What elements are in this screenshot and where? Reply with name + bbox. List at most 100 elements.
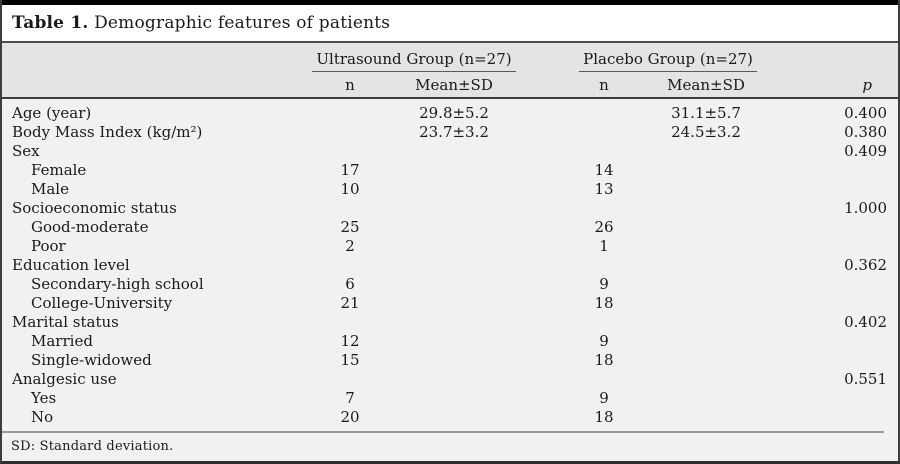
label-subheader [2, 73, 302, 99]
p-value: 0.402 [844, 313, 888, 331]
spacer-cell [510, 142, 558, 161]
table-title: Table 1. Demographic features of patient… [2, 5, 898, 43]
placebo-mean-sd-value [650, 142, 762, 161]
row-label: Education level [12, 256, 130, 274]
ultrasound-n-value [302, 256, 398, 275]
ultrasound-n-value [302, 123, 398, 142]
placebo-n-value [558, 123, 650, 142]
row-label: Female [31, 161, 87, 179]
ultrasound-n-value: 21 [340, 294, 360, 312]
ultrasound-mean-sd-value [398, 332, 510, 351]
ultrasound-mean-sd-value [398, 142, 510, 161]
table-row: Socioeconomic status 1.000 [2, 199, 898, 218]
placebo-n-value [558, 313, 650, 332]
ultrasound-n-value [302, 98, 398, 123]
p-value [762, 180, 898, 199]
table-body: Age (year) 29.8±5.2 31.1±5.7 0.400 Body Mass… [2, 98, 898, 427]
spacer-cell [510, 161, 558, 180]
placebo-mean-sd-value [650, 408, 762, 427]
spacer-cell [510, 370, 558, 389]
spacer-cell [510, 389, 558, 408]
table-row: College-University 21 18 [2, 294, 898, 313]
ultrasound-n-value: 17 [340, 161, 360, 179]
ultrasound-n-value [302, 370, 398, 389]
row-label: Married [31, 332, 93, 350]
placebo-n-value: 9 [599, 275, 609, 293]
spacer-cell [510, 275, 558, 294]
table-row: Secondary-high school 6 9 [2, 275, 898, 294]
ultrasound-mean-sd-value [398, 180, 510, 199]
placebo-mean-sd-value [650, 389, 762, 408]
placebo-n-header: n [558, 73, 651, 99]
p-column-spacer [762, 43, 898, 73]
spacer-cell [510, 313, 558, 332]
placebo-n-value [558, 370, 650, 389]
placebo-mean-sd-value [650, 275, 762, 294]
ultrasound-n-value: 7 [345, 389, 355, 407]
table-row: Married 12 9 [2, 332, 898, 351]
placebo-n-value [558, 98, 650, 123]
placebo-mean-sd-value: 24.5±3.2 [671, 123, 741, 141]
placebo-mean-sd-value [650, 218, 762, 237]
row-label: Secondary-high school [31, 275, 204, 293]
ultrasound-mean-sd-value [398, 161, 510, 180]
row-label: Yes [31, 389, 57, 407]
row-label: Socioeconomic status [12, 199, 177, 217]
p-value [762, 408, 898, 427]
top-black-bar [2, 0, 898, 5]
placebo-n-value: 18 [594, 408, 614, 426]
placebo-mean-sd-value [650, 161, 762, 180]
ultrasound-group-label: Ultrasound Group (n=27) [312, 50, 516, 72]
row-label: Age (year) [12, 104, 92, 122]
ultrasound-n-value: 20 [340, 408, 360, 426]
table-row: Single-widowed 15 18 [2, 351, 898, 370]
row-label: Analgesic use [12, 370, 117, 388]
placebo-n-value: 1 [599, 237, 609, 255]
sub-header-row: n Mean±SD n Mean±SD p [2, 73, 898, 99]
ultrasound-mean-sd-value [398, 218, 510, 237]
ultrasound-mean-sd-value [398, 256, 510, 275]
ultrasound-mean-sd-value [398, 237, 510, 256]
ultrasound-n-value: 6 [345, 275, 355, 293]
ultrasound-n-value [302, 199, 398, 218]
ultrasound-n-value [302, 142, 398, 161]
placebo-n-value [558, 199, 650, 218]
placebo-mean-sd-value [650, 351, 762, 370]
ultrasound-n-value [302, 313, 398, 332]
spacer-cell [510, 98, 558, 123]
footnote-divider [2, 431, 884, 433]
ultrasound-mean-sd-value [398, 275, 510, 294]
ultrasound-n-value: 15 [340, 351, 360, 369]
spacer-cell [510, 237, 558, 256]
p-value [762, 218, 898, 237]
p-value: 0.409 [844, 142, 888, 160]
placebo-mean-sd-header: Mean±SD [650, 73, 763, 99]
placebo-mean-sd-value [650, 256, 762, 275]
ultrasound-mean-sd-value [398, 351, 510, 370]
placebo-n-value: 9 [599, 332, 609, 350]
row-label: Sex [12, 142, 40, 160]
p-value: 0.380 [844, 123, 888, 141]
placebo-n-value [558, 256, 650, 275]
placebo-mean-sd-value [650, 237, 762, 256]
ultrasound-n-value: 10 [340, 180, 360, 198]
p-value [762, 389, 898, 408]
spacer-cell [510, 256, 558, 275]
p-value: 0.362 [844, 256, 888, 274]
table-row: Education level 0.362 [2, 256, 898, 275]
ultrasound-mean-sd-value [398, 370, 510, 389]
placebo-n-value: 26 [594, 218, 614, 236]
row-label: Marital status [12, 313, 119, 331]
p-value [762, 237, 898, 256]
demographics-table: Ultrasound Group (n=27) Placebo Group (n… [2, 43, 898, 427]
table-row: Sex 0.409 [2, 142, 898, 161]
table-row: Analgesic use 0.551 [2, 370, 898, 389]
spacer-cell [510, 294, 558, 313]
ultrasound-n-value: 12 [340, 332, 360, 350]
table-row: Age (year) 29.8±5.2 31.1±5.7 0.400 [2, 98, 898, 123]
row-label: Poor [31, 237, 66, 255]
table-row: Good-moderate 25 26 [2, 218, 898, 237]
placebo-n-value: 18 [594, 351, 614, 369]
ultrasound-mean-sd-value: 29.8±5.2 [419, 104, 489, 122]
